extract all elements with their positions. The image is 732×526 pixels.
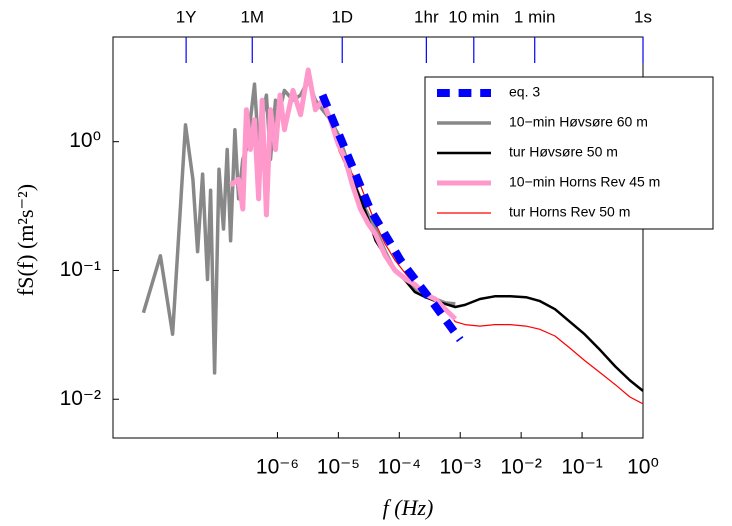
top-tick-label: 1s — [634, 7, 652, 26]
legend-label: tur Høvsøre 50 m — [509, 144, 618, 160]
plot-frame — [112, 36, 644, 439]
y-tick-label: 10⁻² — [60, 387, 101, 410]
series-line — [337, 149, 644, 405]
top-tick-label: 1 min — [514, 7, 556, 26]
x-axis-label: f (Hz) — [383, 495, 434, 520]
x-tick-label: 10⁻⁴ — [378, 456, 421, 479]
x-tick-label: 10⁻² — [500, 456, 541, 479]
x-tick-label: 10⁻³ — [440, 456, 481, 479]
legend-label: 10−min Høvsøre 60 m — [509, 114, 648, 130]
series-line — [318, 93, 464, 343]
top-tick-label: 10 min — [448, 7, 499, 26]
top-tick-label: 1M — [240, 7, 264, 26]
y-tick-label: 10⁻¹ — [60, 258, 101, 281]
legend-label: 10−min Horns Rev 45 m — [509, 174, 660, 190]
legend-label: eq. 3 — [509, 84, 540, 100]
x-tick-label: 10⁻¹ — [561, 456, 602, 479]
y-tick-label: 10⁰ — [69, 129, 101, 152]
x-tick-label: 10⁰ — [627, 456, 659, 479]
top-tick-label: 1hr — [414, 7, 439, 26]
top-tick-label: 1Y — [176, 7, 197, 26]
x-tick-label: 10⁻⁵ — [317, 456, 360, 479]
top-tick-label: 1D — [331, 7, 353, 26]
x-tick-label: 10⁻⁶ — [256, 456, 299, 479]
y-axis-label: fS(f) (m²s⁻²) — [13, 184, 38, 296]
legend-label: tur Horns Rev 50 m — [509, 204, 630, 220]
series-line — [229, 67, 458, 321]
series-line — [141, 78, 456, 375]
